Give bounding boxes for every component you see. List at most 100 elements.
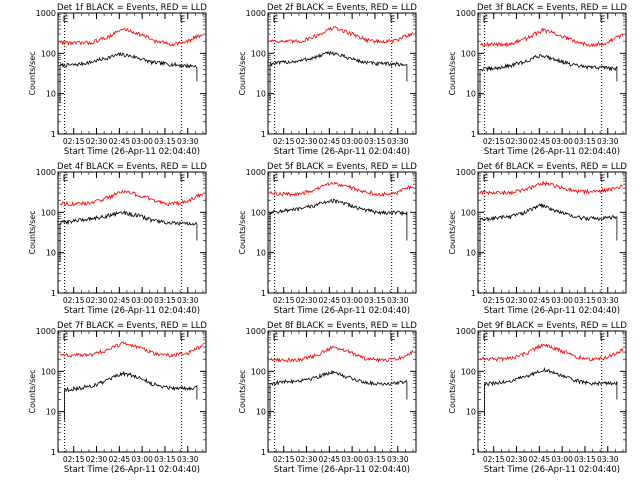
x-tick-label: 02:30 <box>86 137 108 146</box>
event-marker-label: E <box>390 15 396 25</box>
event-marker-label: E <box>273 15 279 25</box>
y-tick-label: 1000 <box>246 327 266 336</box>
x-tick-label: 02:45 <box>319 455 341 464</box>
event-marker-label: E <box>180 174 186 184</box>
x-tick-label: 03:00 <box>341 455 363 464</box>
panel-det-9f: Det 9f BLACK = Events, RED = LLD 1 10 100 10… <box>448 321 627 475</box>
panel-title: Det 5f BLACK = Events, RED = LLD <box>267 162 417 172</box>
y-axis-label: Counts/sec <box>448 210 457 254</box>
panel-title: Det 2f BLACK = Events, RED = LLD <box>267 3 417 13</box>
y-tick-label: 1000 <box>36 9 56 18</box>
panel-det-3f: Det 3f BLACK = Events, RED = LLD 1 10 100 10… <box>448 3 627 157</box>
panel-title: Det 4f BLACK = Events, RED = LLD <box>57 162 207 172</box>
plot-frame <box>57 12 207 135</box>
y-tick-label: 1 <box>51 448 56 457</box>
x-tick-label: 03:00 <box>131 455 153 464</box>
events-series-line <box>269 198 408 259</box>
events-series-line <box>269 369 408 418</box>
x-tick-label: 03:00 <box>131 296 153 305</box>
panel-title: Det 9f BLACK = Events, RED = LLD <box>477 321 627 331</box>
x-tick-label: 03:00 <box>551 455 573 464</box>
y-tick-label: 100 <box>251 49 266 58</box>
x-tick-label: 03:30 <box>597 455 619 464</box>
x-tick-label: 02:45 <box>529 137 551 146</box>
event-marker-label: E <box>600 174 606 184</box>
y-tick-label: 1000 <box>456 168 476 177</box>
x-tick-label: 02:15 <box>483 137 505 146</box>
x-tick-label: 02:30 <box>296 455 318 464</box>
lld-series-line <box>59 189 204 207</box>
plot-frame <box>477 171 627 294</box>
panel-title: Det 1f BLACK = Events, RED = LLD <box>57 3 207 13</box>
x-tick-label: 03:00 <box>341 137 363 146</box>
x-tick-label: 03:00 <box>551 296 573 305</box>
plot-frame <box>57 171 207 294</box>
y-tick-label: 10 <box>256 249 266 258</box>
plot-frame <box>267 330 417 453</box>
y-tick-label: 1 <box>51 289 56 298</box>
x-tick-label: 03:00 <box>551 137 573 146</box>
events-series-line <box>484 366 618 416</box>
plot-frame <box>267 12 417 135</box>
lld-series-line <box>479 180 624 196</box>
x-tick-label: 03:00 <box>341 296 363 305</box>
y-tick-label: 1 <box>261 289 266 298</box>
x-tick-label: 02:45 <box>319 296 341 305</box>
x-axis-label: Start Time (26-Apr-11 02:04:40) <box>64 465 200 475</box>
event-marker-label: E <box>273 333 279 343</box>
y-axis-label: Counts/sec <box>28 51 37 95</box>
lld-series-line <box>269 26 414 45</box>
panel-title: Det 3f BLACK = Events, RED = LLD <box>477 3 627 13</box>
event-marker-label: E <box>63 15 69 25</box>
lld-series-line <box>269 345 414 363</box>
x-tick-label: 03:30 <box>177 296 199 305</box>
lld-series-line <box>479 343 624 363</box>
x-tick-label: 03:15 <box>154 455 176 464</box>
panel-det-6f: Det 6f BLACK = Events, RED = LLD 1 10 100 10… <box>448 162 627 316</box>
y-tick-label: 100 <box>461 367 476 376</box>
event-marker-label: E <box>600 333 606 343</box>
lld-series-line <box>479 27 624 48</box>
y-tick-label: 1 <box>471 130 476 139</box>
y-tick-label: 1 <box>261 448 266 457</box>
y-tick-label: 100 <box>251 208 266 217</box>
panel-det-2f: Det 2f BLACK = Events, RED = LLD 1 10 100 10… <box>238 3 417 157</box>
y-axis-label: Counts/sec <box>238 369 247 413</box>
event-marker-label: E <box>483 15 489 25</box>
x-tick-label: 02:45 <box>109 137 131 146</box>
event-marker-label: E <box>63 333 69 343</box>
x-tick-label: 02:15 <box>63 296 85 305</box>
event-marker-label: E <box>390 174 396 184</box>
y-tick-label: 1000 <box>246 168 266 177</box>
y-tick-label: 1000 <box>36 327 56 336</box>
x-tick-label: 02:45 <box>109 455 131 464</box>
plot-frame <box>57 330 207 453</box>
event-marker-label: E <box>390 333 396 343</box>
x-tick-label: 02:45 <box>109 296 131 305</box>
plot-frame <box>477 12 627 135</box>
x-tick-label: 02:15 <box>273 296 295 305</box>
y-tick-label: 100 <box>41 208 56 217</box>
y-tick-label: 1000 <box>456 327 476 336</box>
x-tick-label: 03:15 <box>574 296 596 305</box>
x-tick-label: 03:15 <box>154 137 176 146</box>
y-tick-label: 100 <box>461 49 476 58</box>
x-tick-label: 03:15 <box>364 455 386 464</box>
events-series-line <box>59 210 198 262</box>
events-series-line <box>59 51 198 103</box>
y-tick-label: 10 <box>256 408 266 417</box>
x-tick-label: 02:15 <box>63 455 85 464</box>
events-series-line <box>479 202 618 257</box>
x-tick-label: 02:15 <box>483 296 505 305</box>
x-tick-label: 02:45 <box>529 296 551 305</box>
x-axis-label: Start Time (26-Apr-11 02:04:40) <box>274 306 410 316</box>
y-axis-label: Counts/sec <box>448 369 457 413</box>
y-tick-label: 1000 <box>246 9 266 18</box>
event-marker-label: E <box>180 15 186 25</box>
event-marker-label: E <box>600 15 606 25</box>
x-tick-label: 02:30 <box>86 296 108 305</box>
x-tick-label: 03:30 <box>387 137 409 146</box>
x-tick-label: 03:30 <box>597 296 619 305</box>
x-axis-label: Start Time (26-Apr-11 02:04:40) <box>274 147 410 157</box>
